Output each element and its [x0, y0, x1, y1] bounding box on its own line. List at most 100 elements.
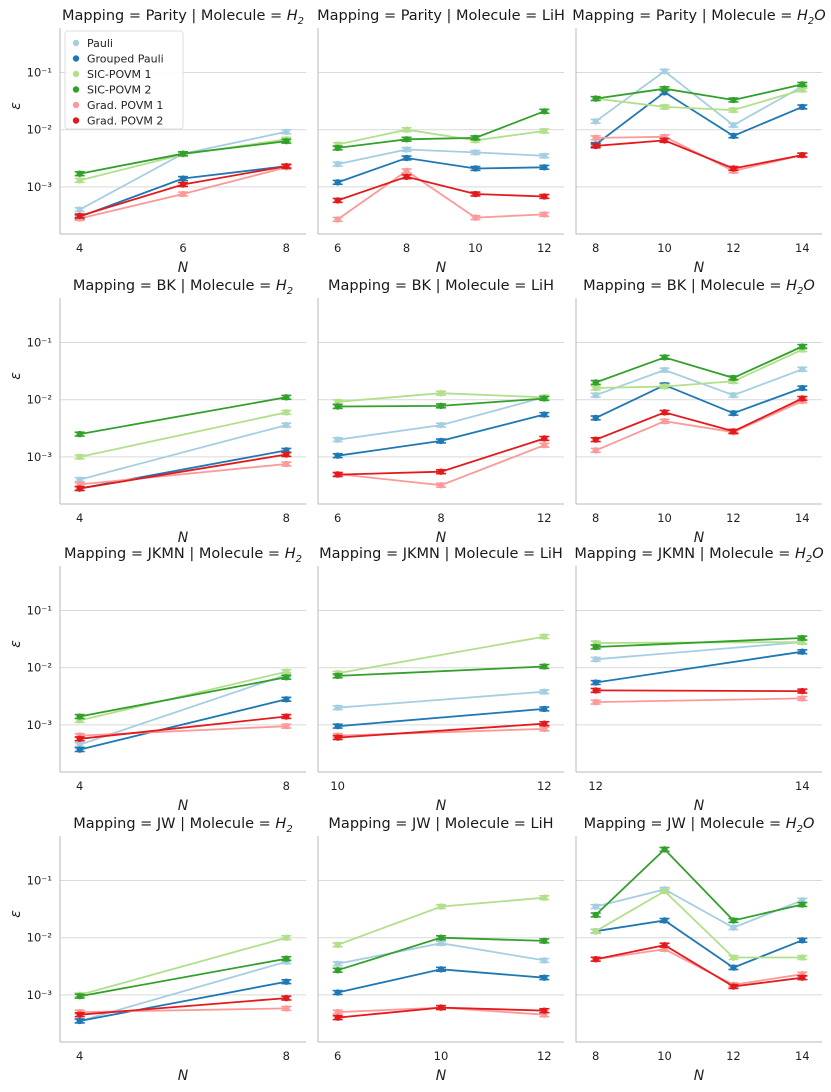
series-line — [337, 110, 545, 149]
data-point — [283, 674, 290, 681]
data-point — [799, 395, 806, 402]
y-tick-label: 10⁻¹ — [27, 604, 52, 618]
data-point — [730, 917, 737, 924]
title-prefix: Mapping = Parity | Molecule = — [317, 8, 542, 24]
subplot-parity-lih: Mapping = Parity | Molecule = LiH 6 8 10 12 N — [317, 8, 565, 276]
series-line — [79, 396, 287, 435]
series-line — [337, 708, 545, 728]
data-point — [283, 394, 290, 401]
data-point — [283, 713, 290, 720]
data-point — [403, 167, 410, 175]
molecule-tail: O — [814, 8, 825, 24]
molecule-name: LiH — [540, 546, 563, 562]
x-tick-label: 8 — [283, 779, 290, 793]
x-axis-label: N — [436, 1068, 447, 1084]
subplot-parity-h2o: Mapping = Parity | Molecule = H2O 8 10 12 14… — [572, 8, 825, 276]
data-point — [799, 366, 806, 373]
data-point — [76, 713, 83, 720]
y-tick-label: 10⁻¹ — [27, 874, 52, 888]
data-point — [799, 937, 806, 944]
data-point — [403, 173, 410, 181]
series-line — [79, 715, 287, 740]
data-point — [541, 720, 548, 727]
data-point — [179, 181, 187, 188]
x-axis-label: N — [436, 530, 447, 546]
series-grad-povm-2 — [332, 173, 550, 204]
data-point — [283, 722, 290, 730]
series-line — [79, 673, 287, 746]
legend-marker — [72, 117, 80, 124]
series-line — [79, 698, 287, 751]
series-line — [337, 157, 545, 184]
data-point — [799, 695, 806, 702]
data-point — [283, 934, 290, 941]
data-point — [730, 132, 737, 140]
subplot-title: Mapping = Parity | Molecule = H2 — [62, 8, 304, 27]
data-point — [437, 903, 445, 910]
legend-marker — [72, 86, 80, 93]
series-line — [595, 400, 803, 452]
series-grouped-pauli — [332, 966, 550, 996]
data-point — [334, 941, 341, 949]
y-tick-label: 10⁻³ — [27, 450, 53, 464]
data-point — [730, 428, 737, 435]
subplot-parity-h2: 10⁻³ 10⁻² 10⁻¹ Mapping = Parity | Molecule … — [8, 8, 306, 276]
x-tick-label: 10 — [657, 241, 672, 255]
series-grouped-pauli — [590, 648, 808, 686]
data-point — [541, 974, 548, 981]
molecule-subscript: 2 — [797, 286, 803, 297]
data-point — [541, 108, 548, 115]
x-tick-label: 6 — [334, 241, 341, 255]
data-point — [541, 211, 548, 218]
x-tick-label: 4 — [76, 1049, 83, 1063]
subplot-title: Mapping = JKMN | Molecule = H2 — [64, 546, 302, 565]
data-point — [661, 85, 668, 92]
data-point — [76, 430, 83, 438]
y-tick-label: 10⁻² — [27, 661, 52, 675]
series-grouped-pauli — [74, 696, 292, 753]
data-point — [592, 118, 599, 125]
series-line — [79, 453, 287, 490]
title-prefix: Mapping = JKMN | Molecule = — [319, 546, 540, 562]
molecule-subscript: 2 — [806, 554, 812, 565]
data-point — [730, 374, 737, 382]
y-tick-label: 10⁻² — [27, 123, 52, 137]
data-point — [799, 86, 806, 93]
series-pauli — [332, 688, 550, 711]
series-line — [337, 690, 545, 709]
x-axis-label: N — [436, 798, 447, 814]
data-point — [592, 142, 599, 150]
x-tick-label: 14 — [795, 779, 810, 793]
data-point — [541, 127, 548, 135]
y-axis-label: ε — [8, 910, 24, 918]
subplot-jw-h2: 10⁻³ 10⁻² 10⁻¹ Mapping = JW | Molecule = H2… — [8, 816, 306, 1084]
data-point — [799, 384, 806, 392]
x-tick-label: 14 — [795, 511, 810, 525]
title-prefix: Mapping = BK | Molecule = — [328, 278, 531, 294]
data-point — [592, 134, 599, 142]
data-point — [799, 151, 806, 159]
data-point — [76, 485, 83, 492]
molecule-subscript: 2 — [797, 824, 803, 835]
data-point — [592, 911, 599, 919]
x-axis-label: N — [178, 798, 189, 814]
title-prefix: Mapping = BK | Molecule = — [583, 278, 786, 294]
data-point — [334, 403, 341, 410]
series-line — [79, 725, 287, 737]
data-point — [661, 888, 668, 895]
series-grad-povm-1 — [332, 167, 550, 223]
x-axis-label: N — [178, 1068, 189, 1084]
data-point — [283, 128, 290, 135]
series-line — [79, 957, 287, 998]
data-point — [592, 656, 599, 663]
series-line — [337, 722, 545, 739]
data-point — [541, 957, 548, 964]
data-point — [403, 126, 410, 133]
series-grad-povm-2 — [332, 435, 550, 478]
data-point — [730, 96, 737, 104]
series-line — [595, 70, 803, 127]
series-line — [595, 888, 803, 929]
subplot-title: Mapping = JW | Molecule = H2O — [584, 816, 815, 835]
data-point — [76, 746, 83, 753]
y-tick-label: 10⁻¹ — [27, 336, 52, 350]
